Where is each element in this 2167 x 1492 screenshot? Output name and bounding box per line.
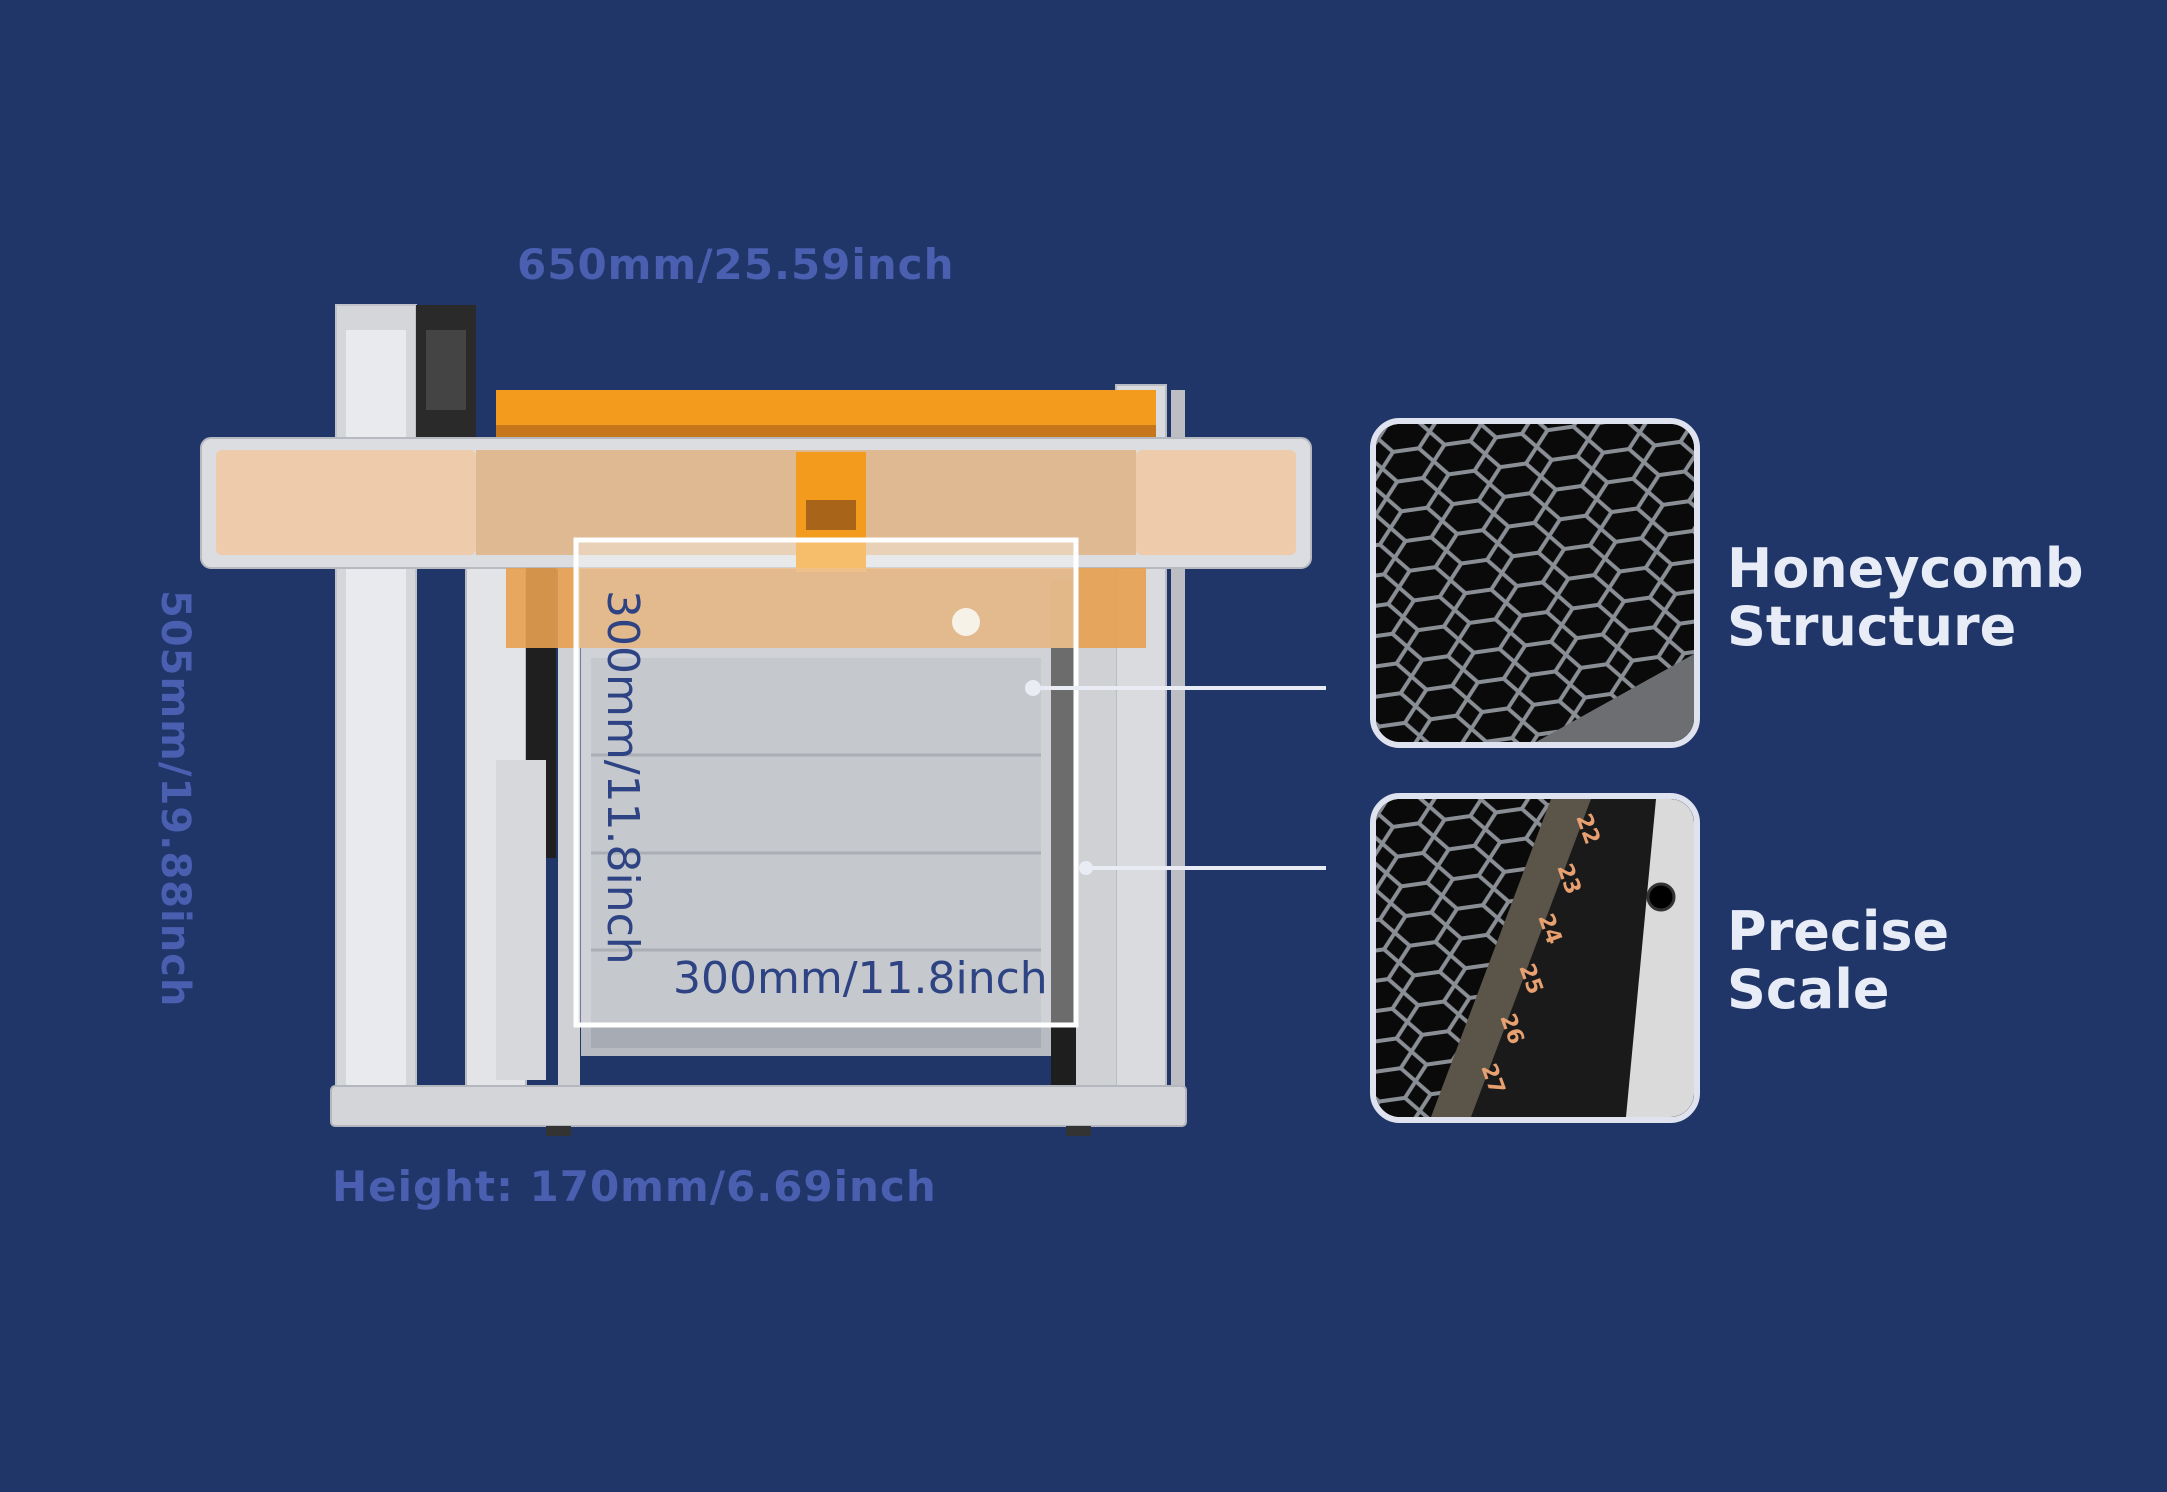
- machine-base: [330, 1085, 1187, 1127]
- honeycomb-label-line2: Structure: [1727, 595, 2017, 658]
- work-area-depth-label: 300mm/11.8inch: [597, 590, 648, 965]
- honeycomb-pointer-dot: [1025, 680, 1041, 696]
- scale-pointer-dot: [1079, 861, 1093, 875]
- scale-feature-label: Precise Scale: [1727, 903, 1949, 1019]
- honeycomb-closeup: [1370, 418, 1700, 748]
- orange-gantry: [496, 390, 1156, 430]
- scale-closeup: 22 23 24 25 26 27: [1370, 793, 1700, 1123]
- height-dimension-label: Height: 170mm/6.69inch: [332, 1162, 937, 1211]
- scale-label-line1: Precise: [1727, 900, 1950, 963]
- depth-dimension-label: 505mm/19.88inch: [152, 590, 198, 1008]
- honeycomb-pattern: [1376, 424, 1694, 742]
- work-area-width-label: 300mm/11.8inch: [673, 953, 1048, 1004]
- laser-engraver-illustration: [200, 304, 1326, 1136]
- work-area-overlay: [573, 537, 1079, 1028]
- honeycomb-feature-label: Honeycomb Structure: [1727, 540, 2084, 656]
- width-dimension-label: 650mm/25.59inch: [517, 240, 955, 289]
- honeycomb-label-line1: Honeycomb: [1727, 537, 2084, 600]
- scale-label-line2: Scale: [1727, 958, 1890, 1021]
